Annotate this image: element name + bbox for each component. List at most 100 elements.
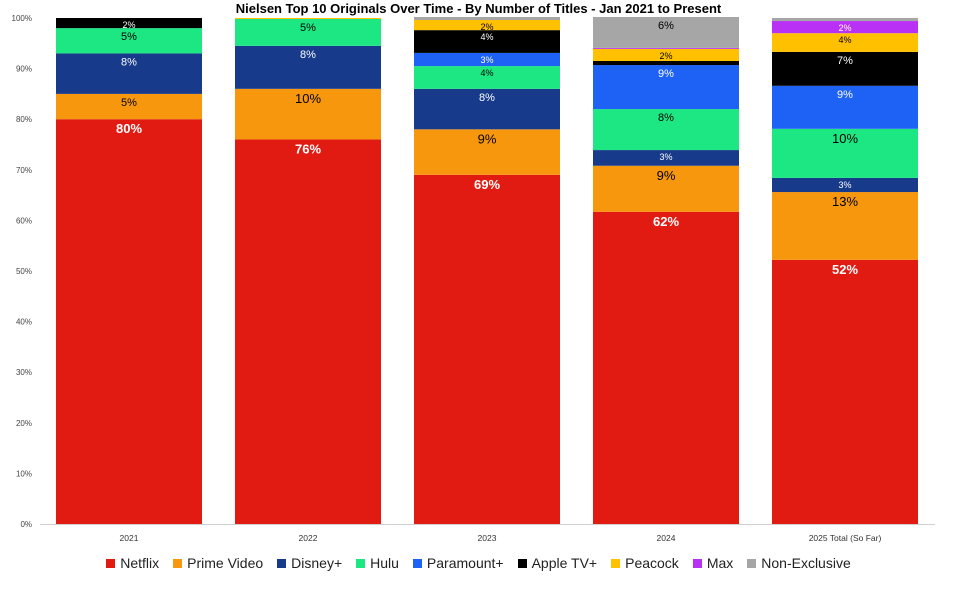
data-label: 3% (659, 152, 672, 162)
bar-segment-peacock (772, 33, 918, 52)
bar-segment-disney- (235, 45, 381, 89)
data-label: 62% (653, 214, 679, 229)
legend-swatch (692, 558, 702, 568)
legend-swatch (277, 558, 287, 568)
bar-segment-apple-tv- (56, 18, 202, 29)
bar-segment-apple-tv- (593, 61, 739, 66)
data-label: 76% (295, 141, 321, 156)
bar-segment-max (772, 21, 918, 34)
y-tick-label: 40% (16, 318, 32, 327)
data-label: 2% (659, 51, 672, 61)
data-label: 2% (480, 22, 493, 32)
y-tick-label: 50% (16, 267, 32, 276)
legend-label: Paramount+ (426, 555, 504, 571)
y-tick-label: 20% (16, 419, 32, 428)
bar-segment-prime-video (593, 165, 739, 212)
bar-segment-non-exclusive (593, 16, 739, 48)
bar-segment-prime-video (56, 93, 202, 120)
bar-segment-apple-tv- (772, 51, 918, 86)
data-label: 4% (480, 68, 493, 78)
legend-swatch (106, 558, 116, 568)
legend-item: Peacock (611, 555, 679, 571)
data-label: 80% (116, 121, 142, 136)
data-label: 9% (657, 168, 676, 183)
legend-item: Non-Exclusive (747, 555, 851, 571)
data-label: 5% (121, 97, 137, 109)
data-label: 6% (658, 20, 674, 32)
bar-segment-paramount- (593, 65, 739, 110)
bar-segment-peacock (235, 18, 381, 20)
bar-segment-netflix (593, 211, 739, 524)
bar-segment-netflix (414, 174, 560, 525)
bar-segment-max (593, 47, 739, 49)
legend-swatch (611, 558, 621, 568)
data-label: 9% (478, 131, 497, 146)
legend-item: Netflix (106, 555, 159, 571)
data-label: 69% (474, 177, 500, 192)
data-label: 7% (837, 55, 853, 67)
y-tick-label: 60% (16, 216, 32, 225)
legend-swatch (173, 558, 183, 568)
legend-label: Disney+ (291, 555, 343, 571)
bar-segment-prime-video (772, 192, 918, 260)
x-tick-label: 2024 (657, 533, 676, 543)
legend-item: Disney+ (277, 555, 342, 571)
bar-segment-netflix (772, 259, 918, 524)
data-label: 5% (121, 31, 137, 43)
legend-item: Apple TV+ (517, 555, 597, 571)
legend-swatch (747, 558, 757, 568)
y-tick-label: 10% (16, 469, 32, 478)
bar-segment-paramount- (414, 52, 560, 67)
data-label: 13% (832, 194, 858, 209)
bar-segment-non-exclusive (772, 18, 918, 22)
x-tick-label: 2025 Total (So Far) (809, 533, 882, 543)
data-label: 3% (838, 180, 851, 190)
bar-segment-hulu (772, 128, 918, 178)
legend-swatch (412, 558, 422, 568)
data-label: 4% (480, 32, 493, 42)
stacked-bar-chart: 0% 10% 20% 30% 40% 50% 60% 70% 80% 90% 100% 80% 5% 8%… (12, 14, 935, 543)
legend-item: Max (692, 555, 733, 571)
legend-label: Peacock (625, 555, 679, 571)
legend: Netflix Prime Video Disney+ Hulu Paramount+ A… (0, 555, 957, 571)
bar-segment-hulu (56, 28, 202, 54)
legend-label: Non-Exclusive (761, 555, 851, 571)
bar-segment-prime-video (235, 88, 381, 140)
data-label: 3% (480, 55, 493, 65)
bar-segment-hulu (593, 109, 739, 151)
bar-segment-disney- (56, 53, 202, 94)
legend-swatch (517, 558, 527, 568)
y-tick-label: 80% (16, 115, 32, 124)
data-label: 8% (121, 56, 137, 68)
legend-label: Prime Video (187, 555, 264, 571)
bar-segment-disney- (414, 88, 560, 130)
legend-item: Paramount+ (412, 555, 504, 571)
bar-segment-disney- (772, 177, 918, 193)
bar-segment-netflix (56, 119, 202, 524)
legend-swatch (356, 558, 366, 568)
x-tick-label: 2023 (478, 533, 497, 543)
data-label: 8% (479, 92, 495, 104)
data-label: 8% (658, 112, 674, 124)
data-label: 52% (832, 262, 858, 277)
legend-item: Hulu (356, 555, 399, 571)
y-tick-label: 70% (16, 166, 32, 175)
bar-segment-hulu (235, 19, 381, 46)
data-label: 2% (122, 20, 135, 30)
legend-item: Prime Video (173, 555, 263, 571)
data-label: 9% (658, 68, 674, 80)
bar-segment-non-exclusive (414, 16, 560, 21)
y-tick-label: 30% (16, 368, 32, 377)
data-label: 4% (838, 35, 851, 45)
y-tick-label: 90% (16, 65, 32, 74)
data-label: 9% (837, 89, 853, 101)
x-tick-label: 2021 (120, 533, 139, 543)
bar-segment-peacock (414, 20, 560, 31)
bar-segment-paramount- (772, 85, 918, 129)
bar-segment-prime-video (414, 129, 560, 175)
data-label: 2% (838, 23, 851, 33)
bar-segment-disney- (593, 150, 739, 166)
data-label: 10% (832, 131, 858, 146)
data-label: 5% (300, 22, 316, 34)
bar-segment-netflix (235, 139, 381, 524)
